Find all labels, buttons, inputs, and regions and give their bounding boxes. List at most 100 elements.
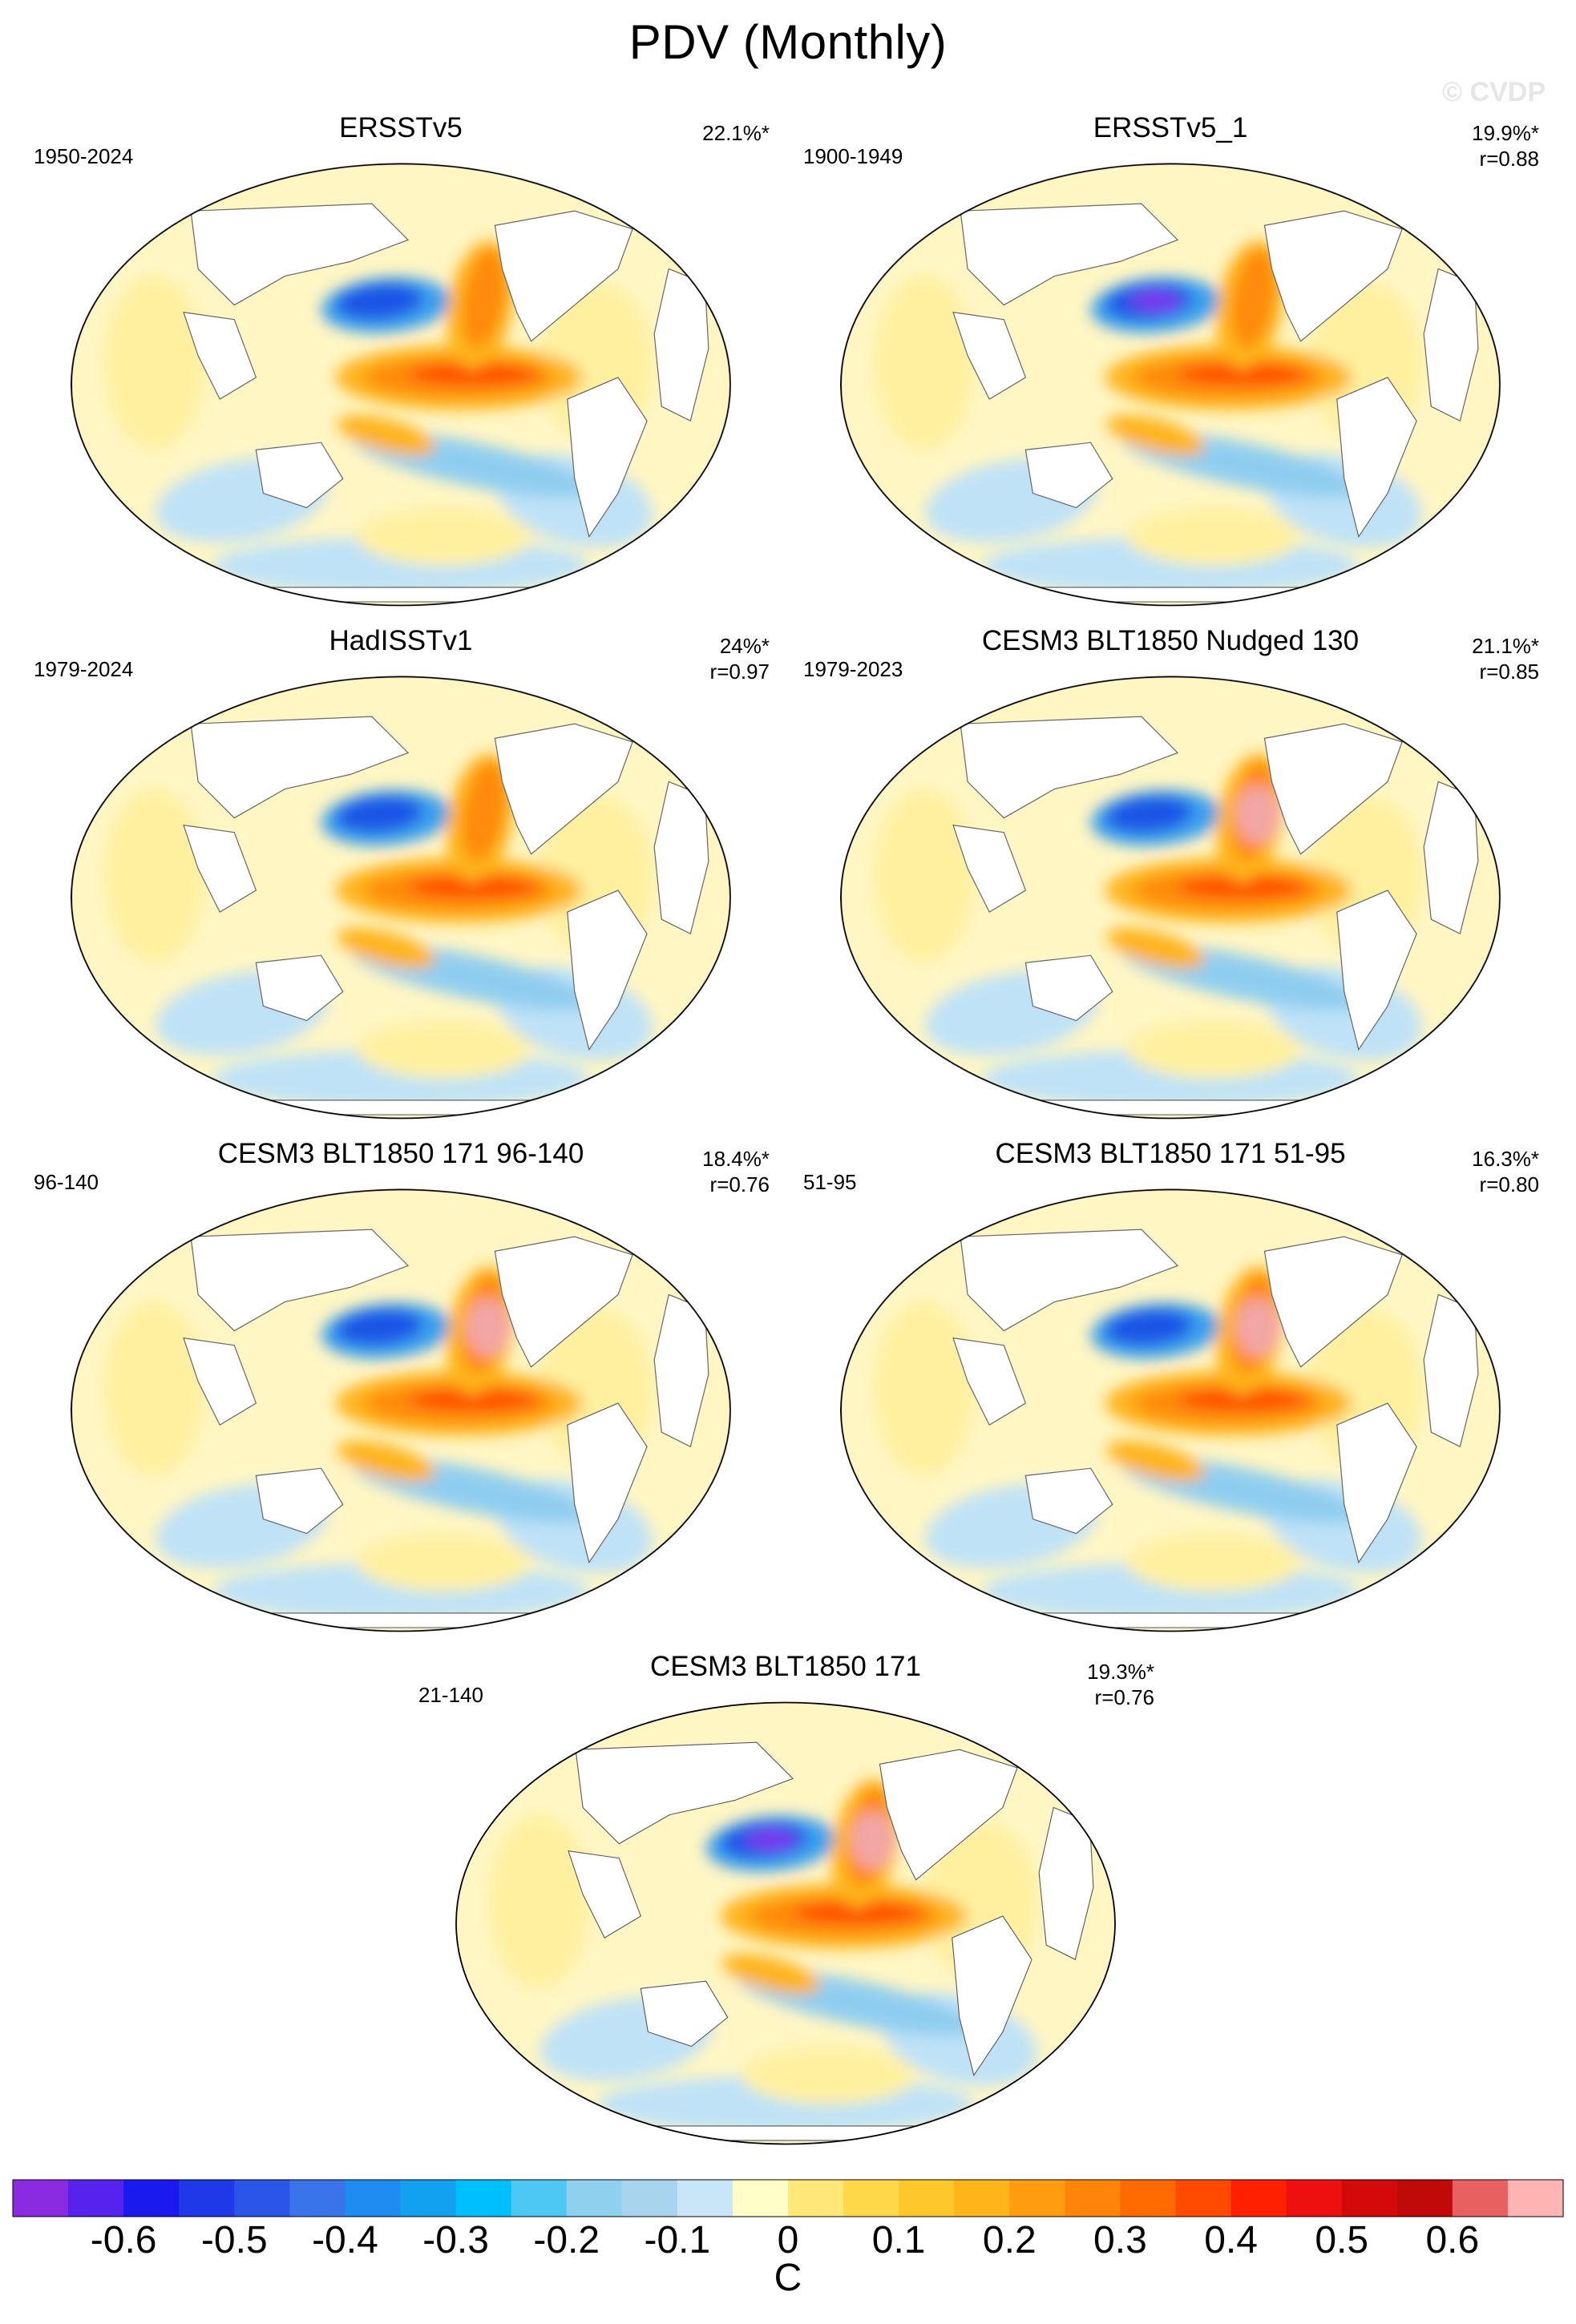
landmass [952,1915,1032,2076]
anomaly-contour [1235,785,1279,844]
page-title: PDV (Monthly) [628,15,948,69]
landmass [524,2125,1047,2141]
landmass [1024,442,1113,509]
colorbar-tick-label: 0 [777,2219,799,2261]
landmass [190,716,410,819]
anomaly-contour [1235,1298,1279,1357]
colorbar-tick-label: 0.4 [1204,2219,1258,2261]
anomaly-contour [873,789,976,963]
landmass [1336,377,1417,538]
colorbar-tick-label: 0.6 [1425,2219,1480,2261]
colorbar-segment [788,2180,844,2217]
landmass [567,377,648,538]
panel-stats: 19.3%* r=0.76 [978,1659,1154,1710]
anomaly-contour [721,1954,821,1995]
landmass [1336,1402,1417,1563]
landmass [190,203,410,306]
colorbar-segment [234,2180,290,2217]
anomaly-contour [1126,1020,1301,1079]
variance-percent: 21.1%* [1472,634,1539,658]
colorbar-segment [511,2180,568,2217]
anomaly-contour [337,1441,436,1482]
anomaly-contour [335,283,422,321]
pattern-correlation: r=0.85 [1479,660,1539,684]
sst-map [71,676,731,1120]
landmass [1024,1467,1113,1535]
landmass [960,203,1179,306]
landmass [255,954,344,1022]
variance-percent: 19.9%* [1472,121,1539,145]
map-panel: CESM3 BLT1850 171 96-140 96-140 18.4%* r=0.… [32,1138,770,1635]
colorbar-segment [1120,2180,1177,2217]
landmass [1263,723,1403,855]
landmass [952,312,1027,400]
landmass [952,1338,1027,1426]
sst-map [455,1701,1116,2145]
colorbar-segment [179,2180,235,2217]
panel-period: 1950-2024 [34,144,134,168]
colorbar-segment [677,2180,733,2217]
landmass [960,1229,1179,1332]
anomaly-contour [1130,291,1182,312]
colorbar-segment [345,2180,402,2217]
panel-title: ERSSTv5 [339,112,463,143]
colorbar-tick-label: -0.5 [200,2219,268,2261]
landmass [960,716,1179,819]
sst-map [840,676,1501,1120]
anomaly-contour [357,1533,531,1592]
pattern-correlation: r=0.97 [709,660,770,684]
map-panel: HadISSTv1 1979-2024 24%* r=0.97 [32,625,770,1122]
panel-stats: 16.3%* r=0.80 [1363,1146,1539,1197]
colorbar-segment [1286,2180,1343,2217]
pattern-correlation: r=0.76 [709,1172,770,1196]
pattern-correlation: r=0.80 [1479,1172,1539,1196]
map-border [840,1188,1501,1632]
panel-title: CESM3 BLT1850 Nudged 130 [981,625,1360,656]
colorbar-segment [1341,2180,1398,2217]
colorbar-segment [566,2180,623,2217]
landmass [255,442,344,509]
map-panel: ERSSTv5_1 1900-1949 19.9%* r=0.88 [802,112,1539,609]
landmass [494,723,633,855]
colorbar-segment [1396,2180,1453,2217]
landmass [575,1741,794,1845]
landmass [1336,890,1417,1051]
map-border [71,676,731,1120]
landmass [909,587,1432,603]
anomaly-contour [1178,876,1308,898]
panel-stats: 18.4%* r=0.76 [593,1146,770,1197]
panel-title: CESM3 BLT1850 171 51-95 [995,1138,1346,1169]
map-panel: CESM3 BLT1850 171 21-140 19.3%* r=0.76 [417,1651,1154,2148]
colorbar-segment [1507,2180,1564,2217]
landmass [1024,954,1113,1022]
colorbar-segment [13,2180,69,2217]
anomaly-contour [873,276,976,450]
colorbar-segment [732,2180,789,2217]
variance-percent: 22.1%* [702,121,770,145]
variance-percent: 18.4%* [702,1147,770,1171]
colorbar-segment [621,2180,678,2217]
anomaly-contour [851,1811,895,1870]
landmass [1263,210,1403,342]
colorbar-tick-label: -0.1 [644,2219,711,2261]
panel-title: HadISSTv1 [329,625,473,656]
landmass [640,1980,729,2048]
panel-title: CESM3 BLT1850 171 [650,1651,921,1682]
colorbar-segment [1175,2180,1232,2217]
anomaly-contour [357,507,531,566]
landmass [567,1402,648,1563]
landmass [183,312,257,400]
landmass [952,825,1027,913]
anomaly-contour [1178,1389,1308,1410]
map-border [840,163,1501,607]
anomaly-contour [103,276,206,450]
colorbar-unit: C [774,2257,802,2299]
landmass [190,1229,410,1332]
colorbar-tick-label: 0.1 [871,2219,926,2261]
anomaly-contour [1178,363,1308,385]
anomaly-contour [1126,1533,1301,1592]
colorbar-border [12,2179,1564,2217]
colorbar-segment [843,2180,899,2217]
colorbar-tick-label: -0.3 [422,2219,489,2261]
anomaly-contour [873,1301,976,1476]
